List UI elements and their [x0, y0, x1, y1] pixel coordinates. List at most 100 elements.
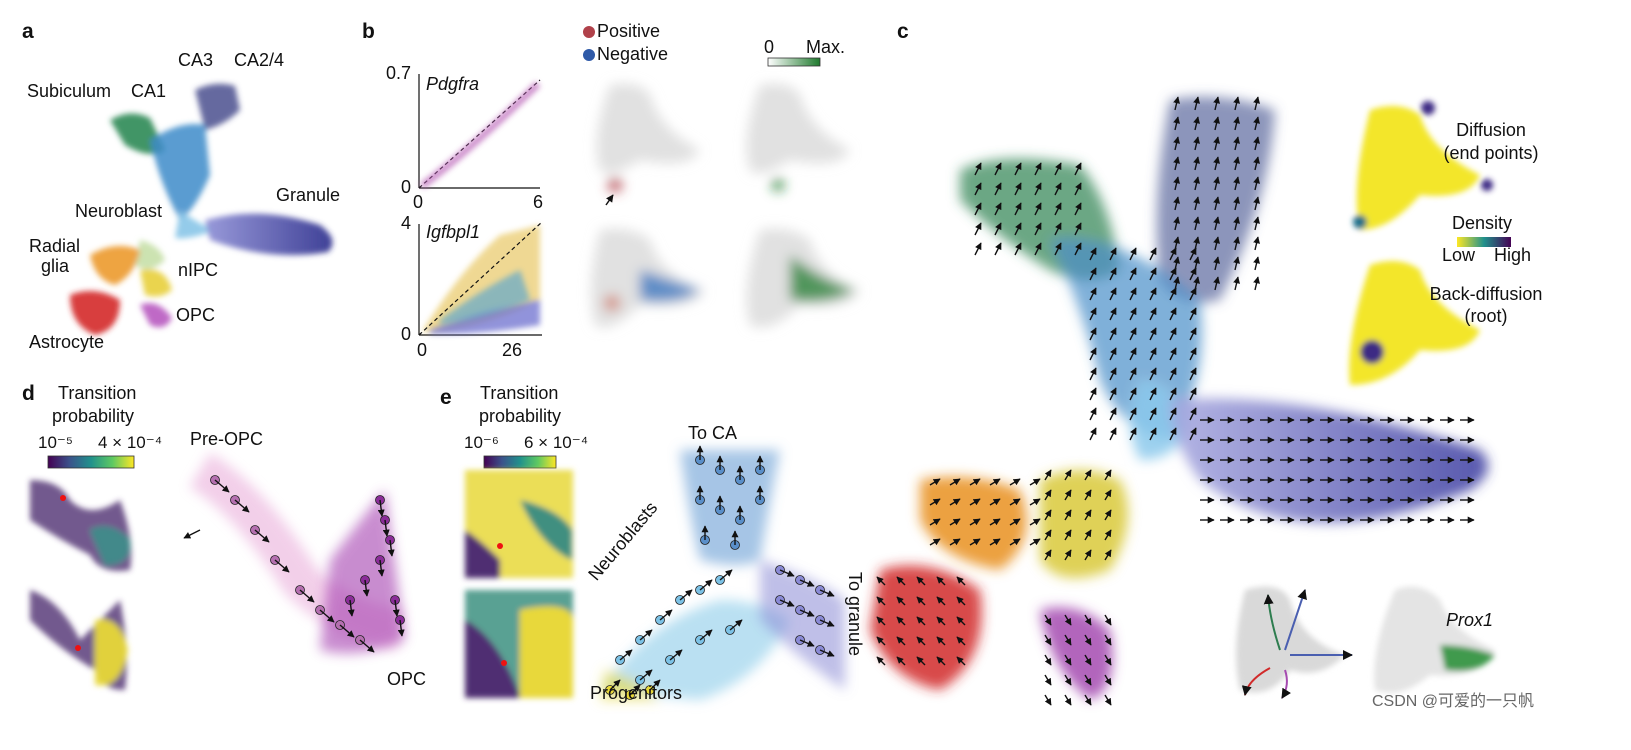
velocity-arrow [1014, 242, 1022, 256]
velocity-arrow [1084, 489, 1092, 501]
velocity-arrow [1044, 674, 1052, 686]
panel-c-inset-trajectories [1236, 586, 1353, 699]
velocity-arrow [1169, 247, 1177, 261]
velocity-arrow [1129, 267, 1137, 281]
velocity-arrow [1233, 276, 1240, 291]
velocity-arrow [1104, 634, 1112, 646]
velocity-arrow [936, 616, 946, 626]
trajectory-arrow [799, 579, 815, 587]
panel-label-d: d [22, 382, 35, 405]
velocity-arrow [1104, 654, 1112, 666]
velocity-arrow [1014, 202, 1022, 216]
watermark: CSDN @可爱的一只帆 [1372, 693, 1535, 710]
c-density: Density [1452, 213, 1513, 233]
velocity-arrow [1084, 469, 1092, 481]
velocity-arrow [1189, 287, 1197, 301]
velocity-arrow [956, 596, 966, 606]
trajectory-arrow [377, 559, 385, 577]
velocity-arrow [1109, 247, 1117, 261]
velocity-arrow [1009, 498, 1021, 506]
velocity-arrow [1233, 216, 1240, 231]
trajectory-arrow [779, 599, 795, 607]
velocity-arrow [1253, 196, 1260, 211]
b1-x0: 0 [413, 192, 424, 212]
trajectory-arrow [234, 499, 250, 513]
label-ca1: CA1 [131, 81, 167, 101]
velocity-arrow [896, 616, 906, 626]
b2-x0: 0 [417, 340, 428, 360]
panel-d-arrows [183, 475, 405, 653]
velocity-arrow [1054, 222, 1062, 236]
panel-label-e: e [440, 386, 452, 409]
c-low: Low [1442, 245, 1476, 265]
velocity-arrow [1104, 614, 1112, 626]
trajectory-arrow [609, 679, 621, 691]
velocity-arrow [1213, 216, 1220, 231]
velocity-arrow [936, 576, 946, 586]
velocity-arrow [1109, 307, 1117, 321]
velocity-arrow [1173, 156, 1180, 171]
velocity-arrow [1054, 202, 1062, 216]
velocity-arrow [1233, 176, 1240, 191]
velocity-arrow [1193, 156, 1200, 171]
trajectory-arrow [339, 624, 355, 638]
velocity-arrow [1109, 327, 1117, 341]
trajectory-arrow [392, 599, 400, 617]
velocity-arrow [1213, 136, 1220, 151]
trajectory-arrow [639, 669, 653, 681]
velocity-arrow [1169, 287, 1177, 301]
velocity-arrow [1084, 529, 1092, 541]
velocity-arrow [956, 656, 966, 666]
velocity-arrow [896, 656, 906, 666]
velocity-arrow [1173, 116, 1180, 131]
trajectory-arrow [819, 589, 835, 597]
velocity-arrow [1189, 267, 1197, 281]
velocity-arrow [1064, 529, 1072, 541]
velocity-arrow [949, 498, 961, 506]
velocity-arrow [1014, 182, 1022, 196]
velocity-arrow [929, 518, 941, 526]
d-colorbar [47, 455, 135, 469]
c-high: High [1494, 245, 1532, 265]
trajectory-arrow [699, 629, 713, 641]
velocity-arrow [1173, 96, 1180, 111]
velocity-arrow [1149, 347, 1157, 361]
velocity-arrow [1233, 96, 1240, 111]
velocity-arrow [1193, 136, 1200, 151]
velocity-arrow [1149, 307, 1157, 321]
velocity-arrow [1089, 267, 1097, 281]
velocity-arrow [896, 636, 906, 646]
velocity-arrow [896, 596, 906, 606]
velocity-arrow [1009, 478, 1021, 486]
trajectory-arrow [214, 479, 230, 493]
velocity-arrow [1169, 347, 1177, 361]
velocity-arrow [876, 636, 886, 646]
velocity-arrow [1064, 614, 1072, 626]
velocity-arrow [1034, 222, 1042, 236]
trajectory-arrow [659, 609, 673, 621]
velocity-arrow [949, 518, 961, 526]
velocity-arrow [956, 636, 966, 646]
velocity-arrow [989, 478, 1001, 486]
velocity-arrow [1189, 247, 1197, 261]
velocity-arrow [896, 576, 906, 586]
velocity-arrow [1173, 176, 1180, 191]
trajectory-arrow [799, 639, 815, 647]
velocity-arrow [936, 656, 946, 666]
velocity-arrow [1173, 196, 1180, 211]
velocity-arrow [1173, 216, 1180, 231]
velocity-arrow [1054, 242, 1062, 256]
d-tp-1: Transition [58, 383, 137, 403]
trajectory-arrow [319, 609, 335, 623]
velocity-arrow [1084, 549, 1092, 561]
velocity-arrow [936, 636, 946, 646]
velocity-arrow [1129, 427, 1137, 441]
velocity-arrow [1213, 236, 1220, 251]
velocity-arrow [1074, 242, 1082, 256]
label-nipc: nIPC [178, 260, 219, 280]
velocity-arrow [1169, 427, 1177, 441]
velocity-arrow [989, 498, 1001, 506]
b2-xmax: 26 [502, 340, 523, 360]
velocity-arrow [1213, 256, 1220, 271]
